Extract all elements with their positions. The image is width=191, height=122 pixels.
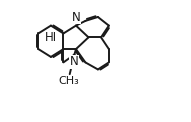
Text: CH₃: CH₃ [59,76,79,86]
Text: HI: HI [45,31,57,44]
Text: N: N [70,55,79,68]
Text: N: N [72,11,80,24]
